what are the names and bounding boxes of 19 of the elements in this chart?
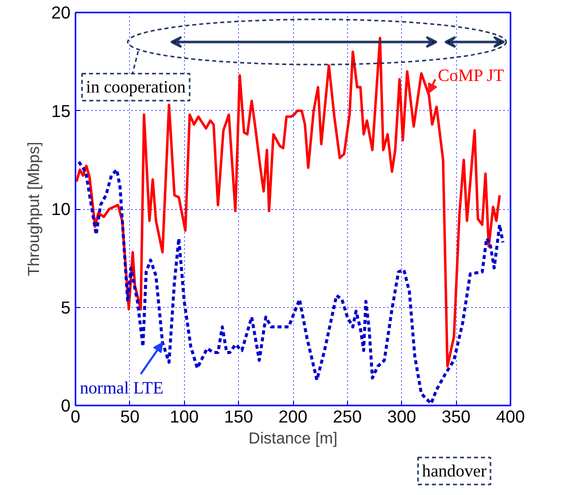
y-tick-label: 15 [51, 100, 71, 121]
x-tick-label: 50 [120, 406, 140, 426]
text: handover [422, 462, 487, 480]
x-tick-label: 200 [278, 406, 308, 426]
y-axis-title: Throughput [Mbps] [26, 142, 44, 276]
line-series [77, 160, 504, 406]
x-tick-label: 250 [332, 406, 362, 426]
series-label: CoMP JT [438, 66, 505, 85]
x-tick-label: 300 [387, 406, 416, 426]
x-axis-title: Distance [m] [248, 430, 338, 448]
y-tick-label: 10 [51, 199, 71, 219]
x-tick-label: 350 [442, 406, 471, 426]
y-tick-label: 5 [60, 297, 71, 318]
annotation: in cooperation [86, 78, 186, 97]
x-tick-label: 400 [496, 406, 525, 426]
y-tick-label: 20 [51, 2, 71, 22]
x-tick-label: 150 [224, 406, 254, 426]
x-tick-label: 100 [170, 406, 199, 426]
series-label: normal LTE [80, 378, 164, 398]
